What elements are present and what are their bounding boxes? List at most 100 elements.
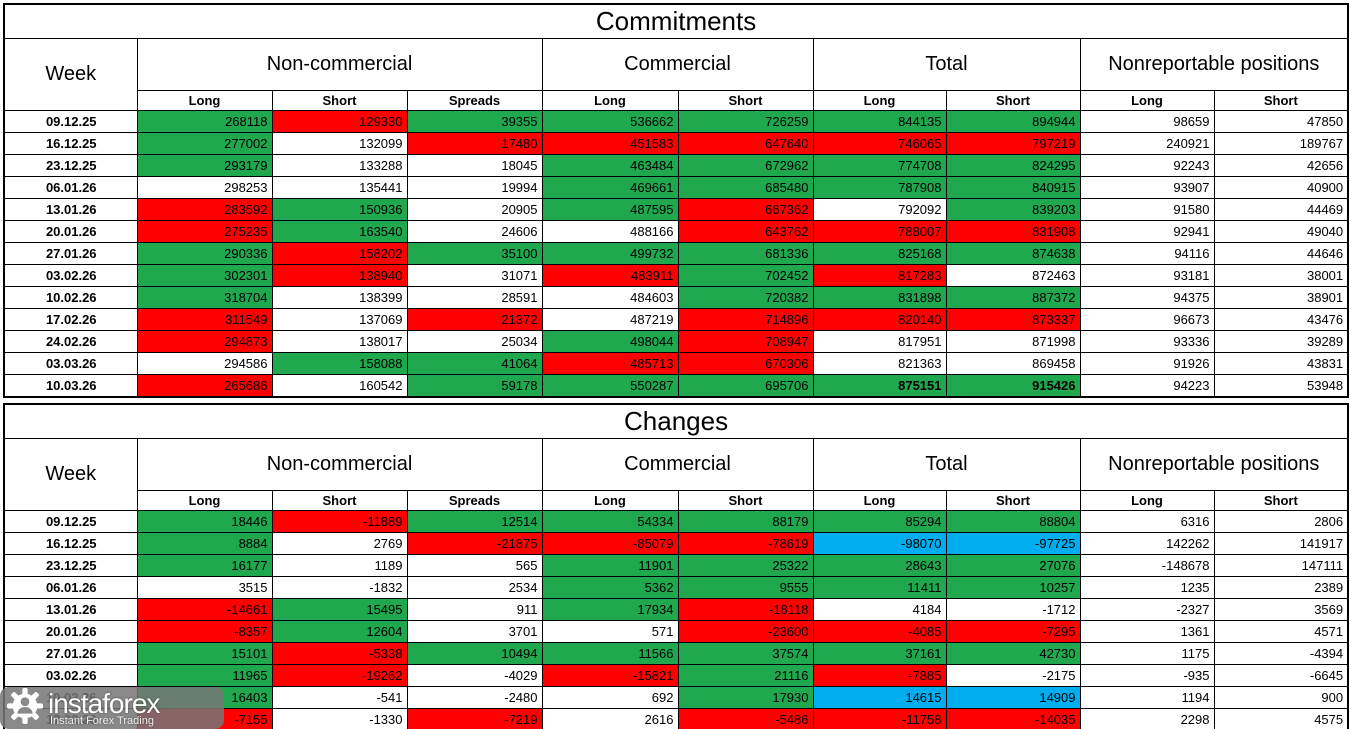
value-cell: 670306 [677,352,814,375]
value-cell: 43831 [1213,352,1349,375]
table-row: 27.01.26 290336 158202 35100 499732 681336 825… [3,242,1349,265]
value-cell: -14035 [945,708,1081,729]
table-row: 24.02.26 294873 138017 25034 498044 708947 817… [3,330,1349,353]
table-row: 09.12.25 268118 129330 39355 536662 726259 844… [3,110,1349,133]
value-cell: -2175 [945,664,1081,687]
value-cell: 150936 [271,198,408,221]
subheader-t-short: Short [945,90,1081,111]
value-cell: -5486 [677,708,814,729]
value-cell: 16177 [136,554,273,577]
value-cell: 129330 [271,110,408,133]
value-cell: -78619 [677,532,814,555]
value-cell: 4184 [812,598,947,621]
value-cell: -4085 [812,620,947,643]
value-cell: 138399 [271,286,408,309]
value-cell: 298253 [136,176,273,199]
value-cell: 821363 [812,352,947,375]
value-cell: 536662 [541,110,679,133]
subheader-nc-spreads: Spreads [406,90,543,111]
value-cell: 488166 [541,220,679,243]
value-cell: 825168 [812,242,947,265]
week-cell: 06.01.26 [3,176,138,199]
table-row: 10.03.26 265686 160542 59178 550287 695706 875… [3,374,1349,398]
group-header-non-commercial: Non-commercial [136,438,543,491]
subheader-nr-short: Short [1213,90,1349,111]
value-cell: 293179 [136,154,273,177]
value-cell: 94116 [1079,242,1215,265]
value-cell: -97725 [945,532,1081,555]
value-cell: 39355 [406,110,543,133]
value-cell: 163540 [271,220,408,243]
week-cell: 13.01.26 [3,598,138,621]
value-cell: 2616 [541,708,679,729]
table-row: 27.01.26 15101 -5338 10494 11566 37574 37161 42… [3,642,1349,665]
value-cell: 5362 [541,576,679,599]
value-cell: 91926 [1079,352,1215,375]
subheader-nc-spreads: Spreads [406,490,543,511]
value-cell: 160542 [271,374,408,398]
subheader-c-long: Long [541,90,679,111]
week-column-header: Week [3,438,138,511]
value-cell: 14909 [945,686,1081,709]
value-cell: 788007 [812,220,947,243]
table-row: 20.01.26 275235 163540 24606 488166 643762 788… [3,220,1349,243]
table-row: 16.12.25 8884 2769 -21875 -85079 -78619 -98070… [3,532,1349,555]
value-cell: 797219 [945,132,1081,155]
value-cell: 311549 [136,308,273,331]
value-cell: 138940 [271,264,408,287]
value-cell: 685480 [677,176,814,199]
value-cell: 498044 [541,330,679,353]
value-cell: 824295 [945,154,1081,177]
subheader-nc-short: Short [271,490,408,511]
value-cell: 268118 [136,110,273,133]
value-cell: 3515 [136,576,273,599]
value-cell: 915426 [945,374,1081,398]
value-cell: 59178 [406,374,543,398]
table-row: 06.01.26 298253 135441 19994 469661 685480 787… [3,176,1349,199]
value-cell: 132099 [271,132,408,155]
table-row: 06.01.26 3515 -1832 2534 5362 9555 11411 10257 1… [3,576,1349,599]
value-cell: 37574 [677,642,814,665]
value-cell: -7295 [945,620,1081,643]
table-row: 03.02.26 302301 138940 31071 483911 702452 817… [3,264,1349,287]
value-cell: 874638 [945,242,1081,265]
value-cell: 875151 [812,374,947,398]
subheader-nc-long: Long [136,90,273,111]
value-cell: 894944 [945,110,1081,133]
value-cell: 41064 [406,352,543,375]
value-cell: 11566 [541,642,679,665]
table-row: 03.02.26 11965 -19262 -4029 -15821 21116 -7885… [3,664,1349,687]
value-cell: 43476 [1213,308,1349,331]
value-cell: 17934 [541,598,679,621]
value-cell: 4575 [1213,708,1349,729]
value-cell: 94375 [1079,286,1215,309]
value-cell: 746065 [812,132,947,155]
week-cell: 27.01.26 [3,642,138,665]
table-row: 20.01.26 -8357 12604 3701 571 -23600 -4085 -729… [3,620,1349,643]
week-cell: 20.01.26 [3,620,138,643]
value-cell: 840915 [945,176,1081,199]
value-cell: 92941 [1079,220,1215,243]
value-cell: 277002 [136,132,273,155]
value-cell: 2389 [1213,576,1349,599]
logo-tagline-text: Instant Forex Trading [50,714,154,727]
table-row: 23.12.25 293179 133288 18045 463484 672962 774… [3,154,1349,177]
subheader-nc-short: Short [271,90,408,111]
value-cell: 463484 [541,154,679,177]
value-cell: 887372 [945,286,1081,309]
value-cell: 93907 [1079,176,1215,199]
value-cell: 294873 [136,330,273,353]
value-cell: 571 [541,620,679,643]
value-cell: 714896 [677,308,814,331]
value-cell: 484603 [541,286,679,309]
value-cell: -98070 [812,532,947,555]
table-row: 09.12.25 18446 -11889 12514 54334 88179 85294 8… [3,510,1349,533]
value-cell: 873337 [945,308,1081,331]
value-cell: 290336 [136,242,273,265]
table-row: 17.02.26-7155-1330-72192616-5486-11758-1… [3,708,1349,729]
value-cell: -18118 [677,598,814,621]
value-cell: 1361 [1079,620,1215,643]
value-cell: 40900 [1213,176,1349,199]
table-row: 13.01.26 283592 150936 20905 487595 667362 792… [3,198,1349,221]
value-cell: 38001 [1213,264,1349,287]
